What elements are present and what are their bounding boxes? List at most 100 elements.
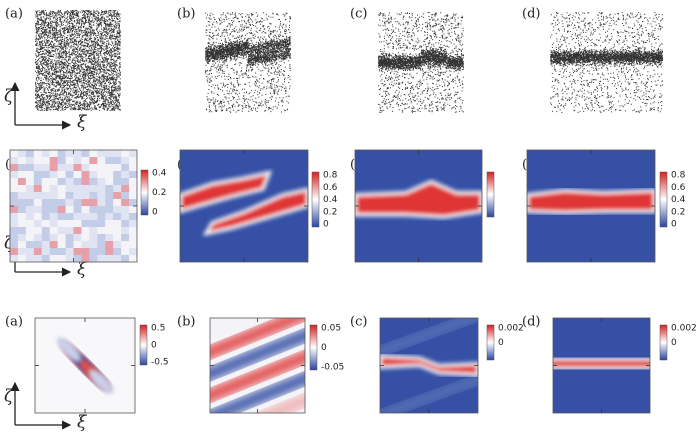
cell [33,220,43,228]
cell [105,185,114,193]
cell [41,192,51,200]
panel-label: (b) [177,315,195,330]
panel-label: (a) [5,7,23,22]
cell [89,220,98,228]
cell [17,192,27,200]
cell [105,178,114,186]
cell [121,185,130,193]
colorbar [311,171,320,228]
cell [97,248,106,256]
cell [73,241,82,249]
cell [129,185,137,193]
colorbar-tick: 0.4 [323,195,338,205]
cell [73,171,82,179]
colorbar-tick: 0.4 [671,195,686,205]
cell [49,164,59,172]
cell [25,157,35,165]
cell [73,199,82,207]
cell [97,157,106,165]
cell [121,255,130,262]
cell [33,164,43,172]
cell [129,206,137,214]
wave [210,318,305,377]
cell [81,241,90,249]
cell [25,192,35,200]
cell [33,157,43,165]
cell [97,241,106,249]
cell [81,157,90,165]
cell [73,150,82,158]
cell [41,171,51,179]
cell [97,255,106,262]
colorbar-tick: 0 [323,220,329,230]
cell [17,171,27,179]
cell [33,241,43,249]
cell [81,227,90,235]
cell [121,171,130,179]
cell [25,164,35,172]
cell [10,199,19,207]
cell [33,248,43,256]
cell [33,255,43,262]
cell [33,150,43,158]
cell [113,150,122,158]
cell [121,234,130,242]
cell [49,150,59,158]
colorbar-tick: 0 [671,338,677,348]
cell [97,150,106,158]
colorbar-tick: 0.2 [323,207,337,217]
cell [17,241,27,249]
wave [56,337,82,362]
cell [49,213,59,221]
colorbar-tick: 0.5 [151,324,165,334]
cell [49,178,59,186]
cell [10,241,19,249]
cell [73,227,82,235]
heatmap [10,150,137,262]
cell [65,185,74,193]
cell [57,248,67,256]
cell [17,178,27,186]
colorbar [309,324,318,371]
cell [113,178,122,186]
cell [49,234,59,242]
cell [89,241,98,249]
cell [41,178,51,186]
cell [65,157,74,165]
cell [105,157,114,165]
cell [65,206,74,214]
cell [105,192,114,200]
panel-label: (c) [350,315,367,330]
cell [41,164,51,172]
cell [33,227,43,235]
cell [17,164,27,172]
panel-label: (a) [5,315,23,330]
cell [57,206,67,214]
cell [97,206,106,214]
cell [129,192,137,200]
cell [10,248,19,256]
cell [33,192,43,200]
cell [113,157,122,165]
cell [97,227,106,235]
cell [41,213,51,221]
cell [33,206,43,214]
particles [378,12,464,113]
cell [57,241,67,249]
cell [10,150,19,158]
cell [121,241,130,249]
cell [10,234,19,242]
cell [89,199,98,207]
cell [17,220,27,228]
cell [49,157,59,165]
cell [97,199,106,207]
cell [57,150,67,158]
cell [121,199,130,207]
cell [33,171,43,179]
cell [57,227,67,235]
cell [105,150,114,158]
cell [25,234,35,242]
cell [41,234,51,242]
